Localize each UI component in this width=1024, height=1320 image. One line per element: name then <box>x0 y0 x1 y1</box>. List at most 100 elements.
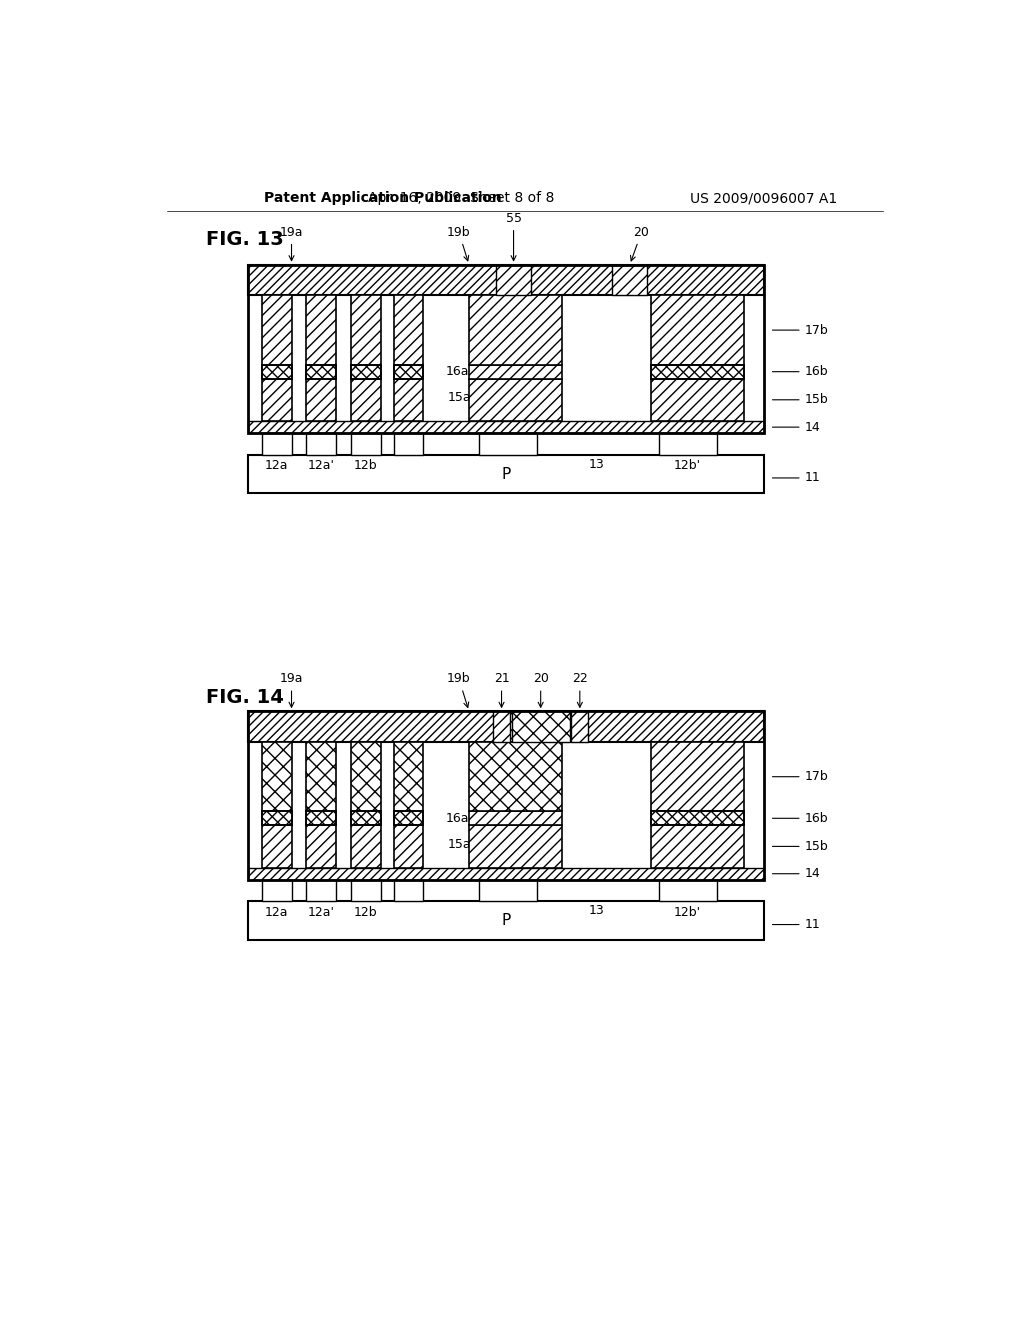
Text: N: N <box>361 886 370 896</box>
Text: 17b: 17b <box>772 770 828 783</box>
Bar <box>651 812 744 825</box>
Text: 20: 20 <box>631 226 649 261</box>
Text: N: N <box>316 440 326 449</box>
Bar <box>306 364 336 379</box>
Text: 15b: 15b <box>772 840 828 853</box>
Text: 19a: 19a <box>280 226 303 260</box>
Text: P: P <box>501 466 510 482</box>
Text: FIG. 14: FIG. 14 <box>206 688 284 708</box>
Text: Patent Application Publication: Patent Application Publication <box>263 191 502 206</box>
Text: 12b': 12b' <box>674 459 701 473</box>
Bar <box>306 742 336 812</box>
Bar <box>351 812 381 825</box>
Bar <box>651 742 744 812</box>
Bar <box>394 880 423 902</box>
Text: 14: 14 <box>772 867 820 880</box>
Bar <box>651 825 744 867</box>
Bar <box>262 812 292 825</box>
Bar <box>479 433 538 455</box>
Bar <box>262 880 292 902</box>
Text: 13: 13 <box>589 458 605 471</box>
Text: 12b: 12b <box>354 459 378 473</box>
Bar <box>469 296 562 364</box>
Text: 12b': 12b' <box>674 906 701 919</box>
Text: N: N <box>316 886 326 896</box>
Bar <box>351 296 381 364</box>
Text: 12a: 12a <box>265 906 289 919</box>
Text: N: N <box>504 886 512 896</box>
Bar <box>306 379 336 421</box>
Bar <box>394 433 423 455</box>
Bar <box>394 379 423 421</box>
Text: 14: 14 <box>772 421 820 434</box>
Text: 22: 22 <box>572 672 588 708</box>
Bar <box>248 867 764 880</box>
Text: N: N <box>272 886 281 896</box>
Text: N: N <box>504 440 512 449</box>
Bar <box>306 433 336 455</box>
Text: P: P <box>501 913 510 928</box>
Text: 17b: 17b <box>772 323 828 337</box>
Bar <box>351 742 381 812</box>
Bar <box>469 364 562 379</box>
Bar <box>479 880 538 902</box>
Text: 13: 13 <box>589 904 605 917</box>
Text: 16a: 16a <box>445 366 469 379</box>
Bar <box>262 812 292 825</box>
Bar <box>351 825 381 867</box>
Bar <box>262 379 292 421</box>
Bar <box>394 812 423 825</box>
Bar <box>469 379 562 421</box>
Text: US 2009/0096007 A1: US 2009/0096007 A1 <box>690 191 838 206</box>
Bar <box>306 825 336 867</box>
Bar <box>262 364 292 379</box>
Text: 11: 11 <box>772 917 820 931</box>
Bar <box>351 812 381 825</box>
Bar <box>248 711 764 742</box>
Text: 12a': 12a' <box>307 459 335 473</box>
Bar <box>262 825 292 867</box>
Text: 21: 21 <box>494 672 509 708</box>
Bar <box>248 264 764 296</box>
Bar <box>351 364 381 379</box>
Bar <box>512 711 569 742</box>
Bar <box>306 296 336 364</box>
Bar <box>469 812 562 825</box>
Bar <box>351 433 381 455</box>
Text: 15a: 15a <box>449 838 472 851</box>
Bar <box>262 296 292 364</box>
Bar <box>394 364 423 379</box>
Bar <box>248 264 764 433</box>
Text: 12a': 12a' <box>307 906 335 919</box>
Bar <box>262 742 292 812</box>
Bar <box>493 711 510 742</box>
Text: 19a: 19a <box>280 672 303 708</box>
Bar <box>658 880 717 902</box>
Bar <box>248 902 764 940</box>
Text: 19b: 19b <box>447 672 471 708</box>
Bar <box>651 364 744 379</box>
Text: N: N <box>684 886 692 896</box>
Bar <box>394 364 423 379</box>
Bar <box>351 364 381 379</box>
Text: 11: 11 <box>772 471 820 484</box>
Bar <box>306 812 336 825</box>
Bar <box>248 711 764 880</box>
Bar <box>394 296 423 364</box>
Bar <box>262 433 292 455</box>
Text: N: N <box>684 440 692 449</box>
Text: 12a: 12a <box>265 459 289 473</box>
Bar <box>394 812 423 825</box>
Text: 16b: 16b <box>772 366 828 379</box>
Text: 17a: 17a <box>523 774 547 787</box>
Text: 20: 20 <box>532 672 549 708</box>
Bar <box>394 825 423 867</box>
Text: 55: 55 <box>506 213 521 260</box>
Bar <box>262 364 292 379</box>
Bar <box>351 880 381 902</box>
Text: N: N <box>361 440 370 449</box>
Bar <box>658 433 717 455</box>
Bar <box>651 379 744 421</box>
Text: FIG. 13: FIG. 13 <box>206 230 284 248</box>
Bar <box>651 812 744 825</box>
